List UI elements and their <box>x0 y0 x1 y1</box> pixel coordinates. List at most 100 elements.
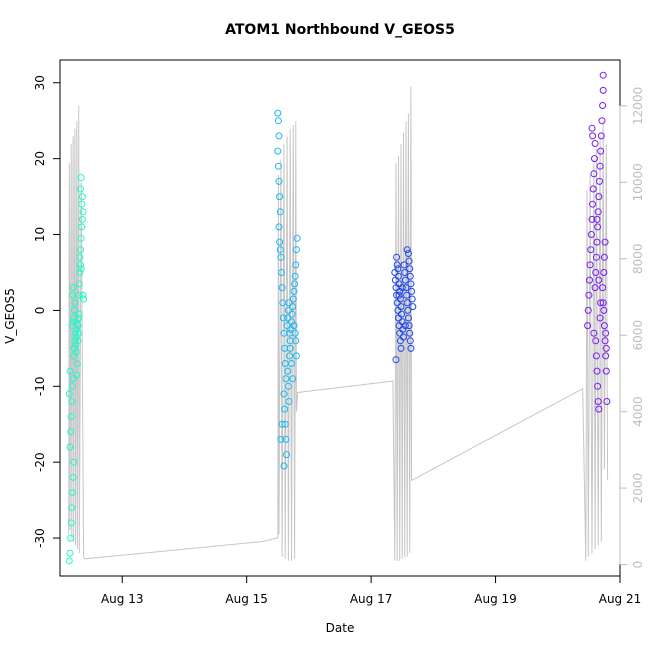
data-point <box>292 261 300 269</box>
data-point <box>66 549 74 557</box>
data-point <box>592 269 600 276</box>
y-axis-label: V_GEOS5 <box>3 288 17 344</box>
data-point <box>400 333 407 341</box>
y-axis: -30 -20 -10 0 10 20 30 <box>33 75 61 548</box>
data-point <box>596 314 604 322</box>
data-point <box>71 337 79 345</box>
data-point <box>278 420 286 428</box>
data-point <box>68 382 76 390</box>
data-point <box>282 435 290 443</box>
data-point <box>71 299 79 307</box>
data-point <box>70 344 78 352</box>
data-point <box>75 329 83 337</box>
data-point <box>77 261 84 269</box>
data-point <box>603 398 611 405</box>
data-point <box>66 367 74 375</box>
data-point <box>595 276 603 284</box>
data-point <box>594 382 602 390</box>
data-point <box>282 375 290 383</box>
data-point <box>593 367 601 375</box>
data-point <box>75 291 83 299</box>
data-point <box>274 117 282 125</box>
secondary-series-layer <box>68 86 609 561</box>
data-point <box>599 102 607 109</box>
data-point <box>588 124 596 132</box>
data-point <box>594 223 602 231</box>
data-point <box>74 337 82 345</box>
data-point <box>588 215 596 223</box>
series-1 <box>65 174 88 565</box>
data-point <box>292 352 300 360</box>
data-point <box>72 329 80 337</box>
data-point <box>395 291 403 299</box>
data-point <box>602 344 610 352</box>
data-point <box>77 265 85 273</box>
data-point <box>601 238 609 246</box>
data-point <box>78 215 86 223</box>
data-point <box>393 253 401 261</box>
points-layer <box>65 71 611 565</box>
data-point <box>285 299 293 307</box>
data-point <box>591 284 599 292</box>
data-point <box>405 322 413 330</box>
y2-tick-label: 4000 <box>631 396 645 427</box>
data-point <box>284 314 292 322</box>
data-point <box>602 329 610 337</box>
data-point <box>79 208 87 216</box>
secondary-series-line <box>68 86 609 561</box>
data-point <box>601 337 609 345</box>
data-point <box>406 329 414 337</box>
series-3 <box>391 246 417 364</box>
data-point <box>591 155 598 163</box>
data-point <box>595 193 603 201</box>
data-point <box>77 174 85 182</box>
y2-tick-label: 2000 <box>631 473 645 504</box>
data-point <box>68 504 76 512</box>
y2-tick-label: 10000 <box>631 163 645 201</box>
data-point <box>280 390 288 398</box>
data-point <box>289 295 297 303</box>
data-point <box>589 185 597 193</box>
data-point <box>593 215 601 223</box>
data-point <box>403 299 411 307</box>
data-point <box>78 193 86 201</box>
data-point <box>77 234 85 242</box>
x-tick-label: Aug 21 <box>599 592 642 606</box>
data-point <box>393 261 401 269</box>
data-point <box>596 162 604 170</box>
data-point <box>595 405 603 413</box>
data-point <box>406 272 414 280</box>
data-point <box>592 253 600 261</box>
data-point <box>600 306 608 314</box>
y2-tick-label: 12000 <box>631 87 645 125</box>
data-point <box>396 295 404 303</box>
data-point <box>600 253 608 261</box>
data-point <box>80 295 88 303</box>
data-point <box>584 322 592 330</box>
data-point <box>590 329 598 337</box>
data-point <box>73 360 81 367</box>
data-point <box>406 337 414 345</box>
y-tick-label: -10 <box>33 376 47 396</box>
data-point <box>72 348 80 356</box>
data-point <box>67 519 75 527</box>
data-point <box>70 314 78 322</box>
data-point <box>275 177 283 185</box>
data-point <box>290 322 298 330</box>
data-point <box>291 280 299 288</box>
data-point <box>281 405 289 413</box>
x-tick-label: Aug 19 <box>474 592 517 606</box>
data-point <box>599 299 607 307</box>
y-tick-label: 0 <box>33 307 47 315</box>
data-point <box>74 322 82 330</box>
data-point <box>278 284 286 292</box>
data-point <box>597 299 605 307</box>
data-point <box>283 322 291 330</box>
data-point <box>288 360 295 367</box>
data-point <box>406 265 414 273</box>
data-point <box>401 322 409 330</box>
data-point <box>275 132 283 140</box>
data-point <box>404 250 412 257</box>
data-point <box>75 280 83 288</box>
data-point <box>407 344 415 352</box>
